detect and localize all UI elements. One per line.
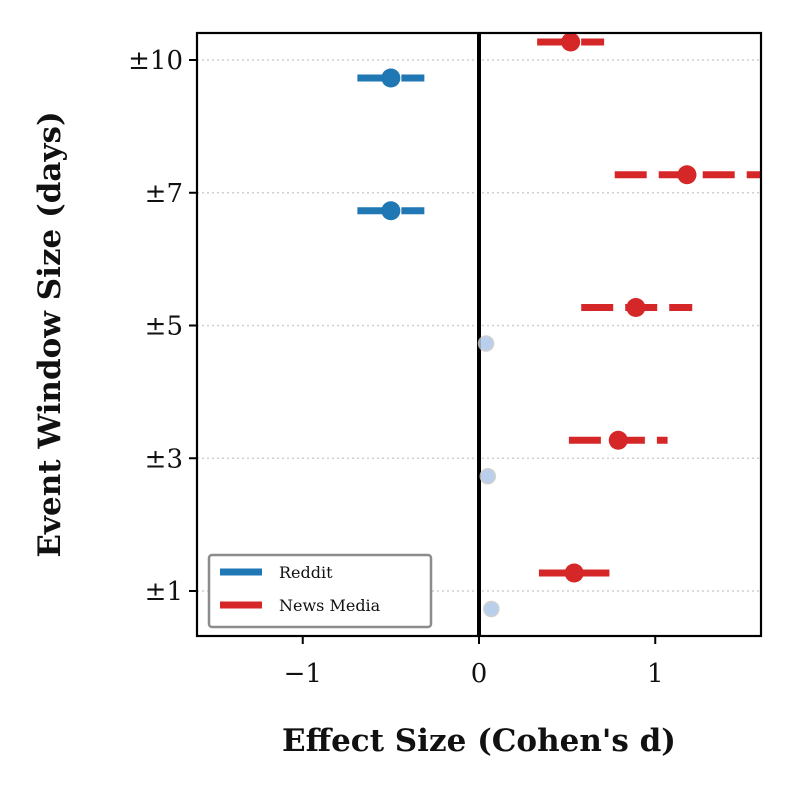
y-tick-label-pm3: ±3 (145, 444, 183, 474)
point-nonsig-reddit-pm5 (477, 335, 495, 352)
legend: Reddit News Media (207, 553, 433, 629)
x-tick-label-1: 0 (471, 659, 488, 689)
y-tick-label-pm5: ±5 (145, 312, 183, 342)
point-news-media-pm10 (561, 32, 581, 52)
grid-layer (197, 59, 761, 592)
point-news-media-pm5 (626, 298, 646, 317)
point-news-media-pm3 (608, 430, 628, 450)
legend-box (207, 553, 433, 629)
point-nonsig-reddit-pm3 (479, 468, 497, 485)
point-news-media-pm7 (677, 165, 697, 185)
point-news-media-pm1 (564, 563, 584, 583)
marks-layer (357, 32, 761, 618)
legend-swatch-reddit (220, 568, 262, 576)
y-tick-label-pm7: ±7 (145, 179, 183, 209)
x-tick-label-2: 1 (647, 659, 664, 689)
point-reddit-pm7 (381, 201, 401, 221)
x-tick-label-0: −1 (284, 659, 322, 689)
y-axis-title: Event Window Size (days) (32, 111, 68, 557)
y-tick-label-pm10: ±10 (128, 46, 183, 76)
point-reddit-pm10 (381, 68, 401, 88)
y-tick-label-pm1: ±1 (145, 577, 183, 607)
legend-swatch-news-media (220, 601, 262, 609)
point-nonsig-reddit-pm1 (483, 600, 500, 618)
ticks-layer: −1 0 1 ±1 ±3 ±5 ±7 ±10 (128, 46, 663, 689)
legend-label-reddit: Reddit (279, 563, 333, 582)
x-axis-title: Effect Size (Cohen's d) (282, 723, 676, 759)
legend-label-news-media: News Media (279, 596, 381, 615)
